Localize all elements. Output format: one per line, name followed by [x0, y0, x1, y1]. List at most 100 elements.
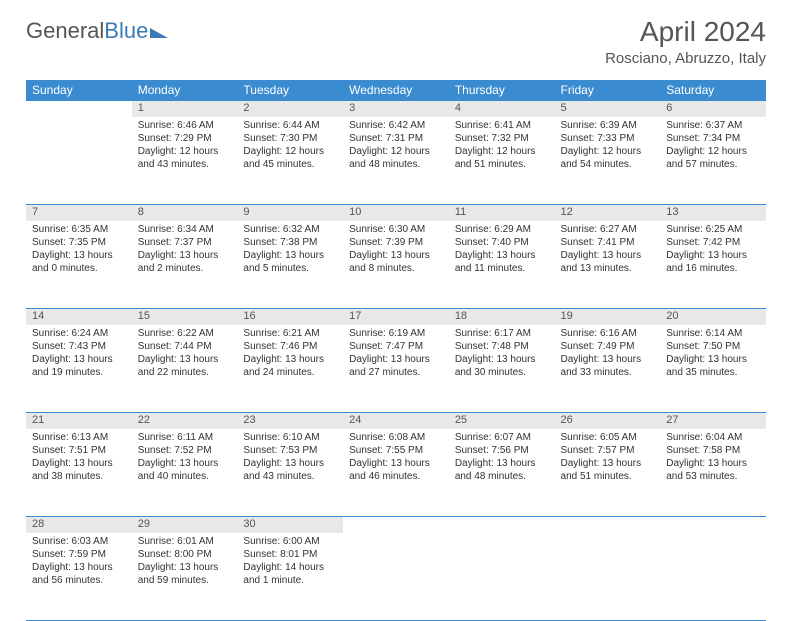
sunrise-text: Sunrise: 6:14 AM: [666, 327, 760, 340]
day-content-cell: Sunrise: 6:04 AMSunset: 7:58 PMDaylight:…: [660, 429, 766, 517]
daylight-text: Daylight: 13 hours and 0 minutes.: [32, 249, 126, 275]
day-number-cell: 27: [660, 413, 766, 429]
sunrise-text: Sunrise: 6:22 AM: [138, 327, 232, 340]
day-content-cell: Sunrise: 6:05 AMSunset: 7:57 PMDaylight:…: [555, 429, 661, 517]
day-content-cell: Sunrise: 6:07 AMSunset: 7:56 PMDaylight:…: [449, 429, 555, 517]
daylight-text: Daylight: 13 hours and 43 minutes.: [243, 457, 337, 483]
daylight-text: Daylight: 13 hours and 13 minutes.: [561, 249, 655, 275]
day-content-cell: Sunrise: 6:03 AMSunset: 7:59 PMDaylight:…: [26, 533, 132, 621]
sunrise-text: Sunrise: 6:46 AM: [138, 119, 232, 132]
sunrise-text: Sunrise: 6:17 AM: [455, 327, 549, 340]
day-content-cell: Sunrise: 6:29 AMSunset: 7:40 PMDaylight:…: [449, 221, 555, 309]
day-number-cell: 12: [555, 205, 661, 221]
sunset-text: Sunset: 7:41 PM: [561, 236, 655, 249]
day-content-cell: Sunrise: 6:27 AMSunset: 7:41 PMDaylight:…: [555, 221, 661, 309]
day-number-cell: [449, 517, 555, 533]
daylight-text: Daylight: 13 hours and 53 minutes.: [666, 457, 760, 483]
sunrise-text: Sunrise: 6:10 AM: [243, 431, 337, 444]
daylight-text: Daylight: 13 hours and 40 minutes.: [138, 457, 232, 483]
daylight-text: Daylight: 13 hours and 16 minutes.: [666, 249, 760, 275]
header: April 2024 Rosciano, Abruzzo, Italy: [605, 16, 766, 67]
sunrise-text: Sunrise: 6:27 AM: [561, 223, 655, 236]
daylight-text: Daylight: 13 hours and 2 minutes.: [138, 249, 232, 275]
day-number-cell: 24: [343, 413, 449, 429]
sunset-text: Sunset: 7:33 PM: [561, 132, 655, 145]
daylight-text: Daylight: 13 hours and 46 minutes.: [349, 457, 443, 483]
day-content-cell: [555, 533, 661, 621]
day-number-cell: 20: [660, 309, 766, 325]
daylight-text: Daylight: 13 hours and 27 minutes.: [349, 353, 443, 379]
sunrise-text: Sunrise: 6:03 AM: [32, 535, 126, 548]
day-content-cell: Sunrise: 6:00 AMSunset: 8:01 PMDaylight:…: [237, 533, 343, 621]
day-content-cell: [26, 117, 132, 205]
sunrise-text: Sunrise: 6:01 AM: [138, 535, 232, 548]
day-number-cell: 15: [132, 309, 238, 325]
day-number-row: 78910111213: [26, 205, 766, 221]
day-content-cell: Sunrise: 6:08 AMSunset: 7:55 PMDaylight:…: [343, 429, 449, 517]
day-number-cell: 4: [449, 101, 555, 117]
sunset-text: Sunset: 7:31 PM: [349, 132, 443, 145]
sunrise-text: Sunrise: 6:37 AM: [666, 119, 760, 132]
day-content-cell: Sunrise: 6:39 AMSunset: 7:33 PMDaylight:…: [555, 117, 661, 205]
sunset-text: Sunset: 7:32 PM: [455, 132, 549, 145]
daylight-text: Daylight: 13 hours and 5 minutes.: [243, 249, 337, 275]
day-number-row: 21222324252627: [26, 413, 766, 429]
sunset-text: Sunset: 7:40 PM: [455, 236, 549, 249]
daylight-text: Daylight: 12 hours and 51 minutes.: [455, 145, 549, 171]
weekday-header: Friday: [555, 80, 661, 101]
daylight-text: Daylight: 13 hours and 38 minutes.: [32, 457, 126, 483]
day-content-cell: Sunrise: 6:37 AMSunset: 7:34 PMDaylight:…: [660, 117, 766, 205]
sunset-text: Sunset: 7:34 PM: [666, 132, 760, 145]
day-number-cell: [555, 517, 661, 533]
day-number-cell: 18: [449, 309, 555, 325]
day-content-cell: Sunrise: 6:17 AMSunset: 7:48 PMDaylight:…: [449, 325, 555, 413]
day-number-cell: 11: [449, 205, 555, 221]
day-number-cell: [343, 517, 449, 533]
sunrise-text: Sunrise: 6:30 AM: [349, 223, 443, 236]
sunrise-text: Sunrise: 6:35 AM: [32, 223, 126, 236]
sunrise-text: Sunrise: 6:39 AM: [561, 119, 655, 132]
sunset-text: Sunset: 7:38 PM: [243, 236, 337, 249]
daylight-text: Daylight: 13 hours and 30 minutes.: [455, 353, 549, 379]
day-content-cell: Sunrise: 6:30 AMSunset: 7:39 PMDaylight:…: [343, 221, 449, 309]
sunset-text: Sunset: 8:01 PM: [243, 548, 337, 561]
logo: GeneralBlue: [26, 18, 168, 44]
sunset-text: Sunset: 7:52 PM: [138, 444, 232, 457]
day-content-cell: Sunrise: 6:22 AMSunset: 7:44 PMDaylight:…: [132, 325, 238, 413]
day-number-cell: 2: [237, 101, 343, 117]
day-content-cell: Sunrise: 6:25 AMSunset: 7:42 PMDaylight:…: [660, 221, 766, 309]
daylight-text: Daylight: 13 hours and 19 minutes.: [32, 353, 126, 379]
day-content-row: Sunrise: 6:35 AMSunset: 7:35 PMDaylight:…: [26, 221, 766, 309]
day-content-cell: Sunrise: 6:16 AMSunset: 7:49 PMDaylight:…: [555, 325, 661, 413]
day-content-cell: Sunrise: 6:42 AMSunset: 7:31 PMDaylight:…: [343, 117, 449, 205]
daylight-text: Daylight: 13 hours and 22 minutes.: [138, 353, 232, 379]
day-number-cell: 8: [132, 205, 238, 221]
day-content-cell: Sunrise: 6:32 AMSunset: 7:38 PMDaylight:…: [237, 221, 343, 309]
day-number-cell: 10: [343, 205, 449, 221]
day-number-cell: 25: [449, 413, 555, 429]
day-content-cell: Sunrise: 6:19 AMSunset: 7:47 PMDaylight:…: [343, 325, 449, 413]
day-number-cell: [660, 517, 766, 533]
sunset-text: Sunset: 7:37 PM: [138, 236, 232, 249]
day-content-cell: Sunrise: 6:46 AMSunset: 7:29 PMDaylight:…: [132, 117, 238, 205]
daylight-text: Daylight: 13 hours and 56 minutes.: [32, 561, 126, 587]
day-content-cell: Sunrise: 6:01 AMSunset: 8:00 PMDaylight:…: [132, 533, 238, 621]
sunrise-text: Sunrise: 6:07 AM: [455, 431, 549, 444]
sunrise-text: Sunrise: 6:05 AM: [561, 431, 655, 444]
sunrise-text: Sunrise: 6:41 AM: [455, 119, 549, 132]
sunset-text: Sunset: 7:30 PM: [243, 132, 337, 145]
sunset-text: Sunset: 8:00 PM: [138, 548, 232, 561]
month-title: April 2024: [605, 16, 766, 48]
day-content-cell: Sunrise: 6:44 AMSunset: 7:30 PMDaylight:…: [237, 117, 343, 205]
sunset-text: Sunset: 7:35 PM: [32, 236, 126, 249]
day-number-cell: 28: [26, 517, 132, 533]
day-content-cell: Sunrise: 6:10 AMSunset: 7:53 PMDaylight:…: [237, 429, 343, 517]
day-number-cell: 7: [26, 205, 132, 221]
day-content-row: Sunrise: 6:13 AMSunset: 7:51 PMDaylight:…: [26, 429, 766, 517]
day-number-row: 282930: [26, 517, 766, 533]
sunset-text: Sunset: 7:44 PM: [138, 340, 232, 353]
sunrise-text: Sunrise: 6:08 AM: [349, 431, 443, 444]
calendar-table: SundayMondayTuesdayWednesdayThursdayFrid…: [26, 80, 766, 621]
day-content-cell: Sunrise: 6:35 AMSunset: 7:35 PMDaylight:…: [26, 221, 132, 309]
day-content-cell: [449, 533, 555, 621]
